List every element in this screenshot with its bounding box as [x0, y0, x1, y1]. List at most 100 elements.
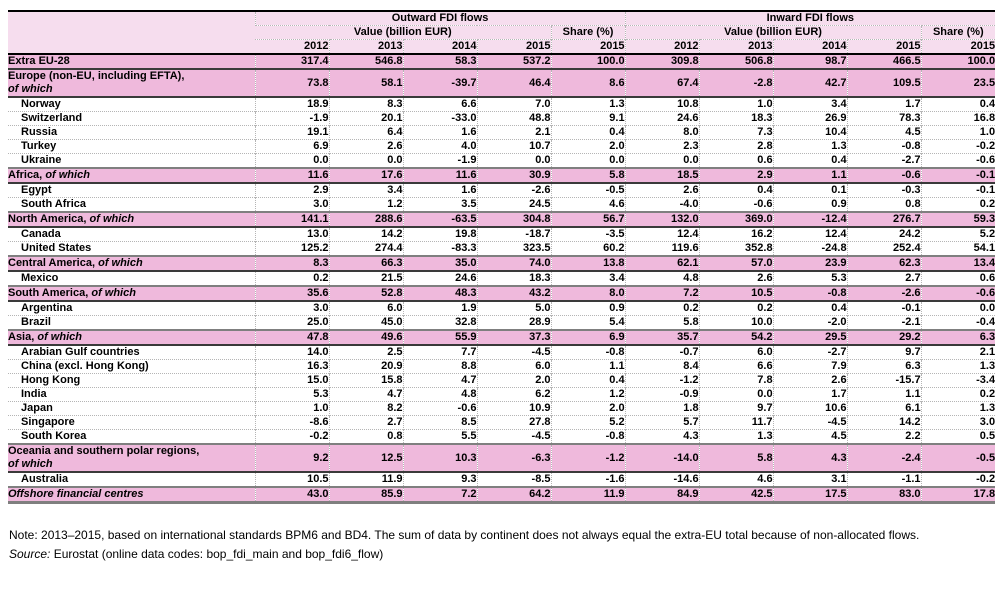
outward-2014-cell: 32.8 — [402, 315, 477, 330]
inward-2014-cell: 4.3 — [772, 443, 848, 473]
year-header-row: 2012 2013 2014 2015 2015 2012 2013 2014 … — [8, 39, 996, 54]
of-which-label: of which — [89, 213, 135, 225]
outward-2013-cell: 15.8 — [328, 373, 403, 388]
outward-share-2015-cell: 8.6 — [550, 68, 626, 98]
of-which-label: of which — [37, 331, 82, 343]
inward-2014-cell: 2.6 — [772, 373, 848, 388]
outward-2015-cell: 37.3 — [476, 329, 551, 346]
inward-2014-cell: 10.4 — [772, 125, 848, 140]
table-row: Canada 13.0 14.2 19.8 -18.7 -3.5 12.4 16.2 12.4 2… — [8, 226, 996, 242]
inward-2012-cell: 5.7 — [624, 415, 700, 430]
outward-share-2015-cell: 0.0 — [550, 153, 626, 168]
outward-2015-cell: 64.2 — [476, 486, 551, 504]
outward-2014-cell: 58.3 — [402, 53, 477, 70]
year-header: 2015 — [476, 39, 551, 54]
outward-2012-cell: 9.2 — [254, 443, 329, 473]
inward-2013-cell: 2.9 — [698, 167, 774, 184]
inward-share-2015-cell: -3.4 — [920, 373, 996, 388]
year-header: 2014 — [772, 39, 848, 54]
outward-share-2015-cell: -0.8 — [550, 344, 626, 360]
row-label: United States — [8, 241, 255, 256]
inward-2013-cell: 4.6 — [698, 471, 774, 487]
inward-2012-cell: 5.8 — [624, 315, 700, 330]
inward-2013-cell: 0.4 — [698, 182, 774, 198]
inward-2012-cell: 10.8 — [624, 96, 700, 112]
outward-share-2015-cell: -3.5 — [550, 226, 626, 242]
table-row: Singapore -8.6 2.7 8.5 27.8 5.2 5.7 11.7 -4.5 14.… — [8, 415, 996, 430]
inward-2015-cell: 109.5 — [846, 68, 922, 98]
outward-share-2015-cell: 0.4 — [550, 125, 626, 140]
table-row: South America, of which 35.6 52.8 48.3 43.2 8… — [8, 285, 996, 302]
inward-2013-cell: -2.8 — [698, 68, 774, 98]
inward-share-2015-cell: -0.1 — [920, 182, 996, 198]
subheader-row: Value (billion EUR) Share (%) Value (bil… — [8, 25, 996, 40]
outward-2014-cell: -1.9 — [402, 153, 477, 168]
outward-2012-cell: 73.8 — [254, 68, 329, 98]
inward-2014-cell: 5.3 — [772, 270, 848, 286]
outward-2012-cell: 5.3 — [254, 387, 329, 402]
outward-2013-cell: 49.6 — [328, 329, 403, 346]
inward-2012-cell: 2.3 — [624, 139, 700, 154]
inward-share-2015-cell: 59.3 — [920, 211, 996, 228]
table-row: Argentina 3.0 6.0 1.9 5.0 0.9 0.2 0.2 0.4 -0.1 0.0 — [8, 300, 996, 316]
table-row: United States 125.2 274.4 -83.3 323.5 60.2 119… — [8, 241, 996, 256]
outward-share-2015-cell: -0.5 — [550, 182, 626, 198]
row-label: Canada — [8, 226, 255, 242]
of-which-label: of which — [45, 169, 90, 181]
row-label: Norway — [8, 96, 255, 112]
outward-2013-cell: 0.8 — [328, 429, 403, 444]
inward-2014-cell: 23.9 — [772, 255, 848, 272]
row-label: Australia — [8, 471, 255, 487]
table-row: Hong Kong 15.0 15.8 4.7 2.0 0.4 -1.2 7.8 2.6 -15.… — [8, 373, 996, 388]
inward-2014-cell: 29.5 — [772, 329, 848, 346]
inward-2014-cell: -2.0 — [772, 315, 848, 330]
share-header-outward: Share (%) — [550, 25, 626, 40]
inward-2014-cell: 0.4 — [772, 300, 848, 316]
outward-2012-cell: 13.0 — [254, 226, 329, 242]
outward-share-2015-cell: 1.2 — [550, 387, 626, 402]
outward-2012-cell: -8.6 — [254, 415, 329, 430]
outward-2013-cell: 2.6 — [328, 139, 403, 154]
outward-2012-cell: 3.0 — [254, 300, 329, 316]
inward-2015-cell: -0.6 — [846, 167, 922, 184]
table-row: Egypt 2.9 3.4 1.6 -2.6 -0.5 2.6 0.4 0.1 -0.3 -0.1 — [8, 182, 996, 198]
source-label: Source: — [9, 547, 51, 561]
inward-share-2015-cell: 0.4 — [920, 96, 996, 112]
source-line: Source: Eurostat (online data codes: bop… — [9, 546, 1000, 563]
outward-share-2015-cell: 9.1 — [550, 111, 626, 126]
table-row: Russia 19.1 6.4 1.6 2.1 0.4 8.0 7.3 10.4 4.5 1.0 — [8, 125, 996, 140]
inward-2015-cell: -2.4 — [846, 443, 922, 473]
inward-2012-cell: -14.0 — [624, 443, 700, 473]
outward-2014-cell: -33.0 — [402, 111, 477, 126]
outward-2014-cell: 11.6 — [402, 167, 477, 184]
inward-2012-cell: -0.7 — [624, 344, 700, 360]
inward-2012-cell: 4.3 — [624, 429, 700, 444]
row-label: Mexico — [8, 270, 255, 286]
value-header-inward: Value (billion EUR) — [624, 25, 922, 40]
inward-2014-cell: -0.8 — [772, 285, 848, 302]
of-which-label: of which — [98, 257, 143, 269]
outward-share-2015-cell: 3.4 — [550, 270, 626, 286]
inward-2012-cell: 8.4 — [624, 359, 700, 374]
inward-share-2015-cell: 100.0 — [920, 53, 996, 70]
row-label: Oceania and southern polar regions, of wh… — [8, 443, 255, 473]
row-label: Hong Kong — [8, 373, 255, 388]
outward-share-2015-cell: 2.0 — [550, 401, 626, 416]
row-label: Offshore financial centres — [8, 486, 255, 504]
inward-share-2015-cell: 2.1 — [920, 344, 996, 360]
inward-share-2015-cell: 13.4 — [920, 255, 996, 272]
outward-2015-cell: -8.5 — [476, 471, 551, 487]
inward-2013-cell: 42.5 — [698, 486, 774, 504]
inward-2015-cell: 14.2 — [846, 415, 922, 430]
year-header: 2012 — [624, 39, 700, 54]
outward-2015-cell: 30.9 — [476, 167, 551, 184]
inward-2015-cell: 6.3 — [846, 359, 922, 374]
outward-2014-cell: -63.5 — [402, 211, 477, 228]
inward-2015-cell: -15.7 — [846, 373, 922, 388]
row-label: South Korea — [8, 429, 255, 444]
outward-2014-cell: -0.6 — [402, 401, 477, 416]
outward-2012-cell: 317.4 — [254, 53, 329, 70]
inward-2012-cell: 4.8 — [624, 270, 700, 286]
outward-2015-cell: 304.8 — [476, 211, 551, 228]
inward-2013-cell: 6.6 — [698, 359, 774, 374]
